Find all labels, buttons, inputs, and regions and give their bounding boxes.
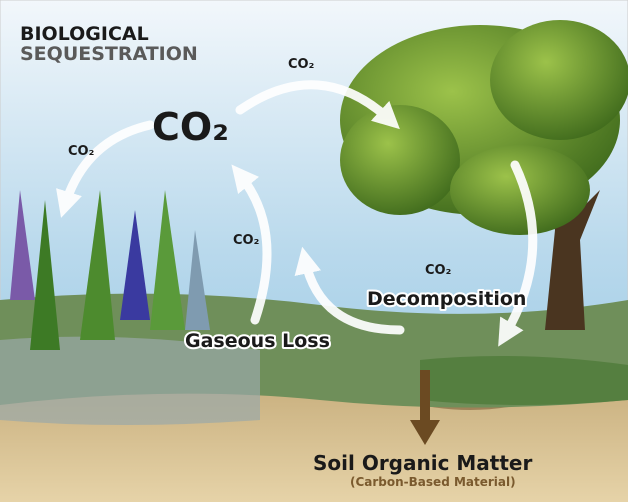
process-label: Decomposition [367, 288, 526, 310]
co2-label: CO₂ [288, 57, 314, 72]
grass-clumps [420, 356, 628, 405]
soil-label: Soil Organic Matter [313, 451, 532, 475]
arrow-to-tree [235, 80, 400, 130]
title-line: SEQUESTRATION [20, 43, 198, 65]
plants [10, 190, 210, 350]
soil-arrow-head [410, 420, 440, 445]
co2-label: CO₂ [233, 233, 259, 248]
arrow-to-plants [56, 120, 155, 218]
co2-label: CO₂ [425, 263, 451, 278]
title-line: BIOLOGICAL [20, 23, 149, 45]
arrow-decomposition [498, 160, 538, 347]
soil-sublabel: (Carbon-Based Material) [350, 475, 516, 489]
co2-label: CO₂ [68, 144, 94, 159]
process-label: Gaseous Loss [185, 330, 330, 352]
tree [340, 20, 628, 330]
co2-label: CO₂ [152, 105, 229, 149]
cycle-arrows [56, 80, 538, 347]
arrow-gaseous-loss [231, 164, 272, 325]
arrow-decomposition-release [294, 246, 405, 335]
grass-blades [0, 336, 260, 425]
